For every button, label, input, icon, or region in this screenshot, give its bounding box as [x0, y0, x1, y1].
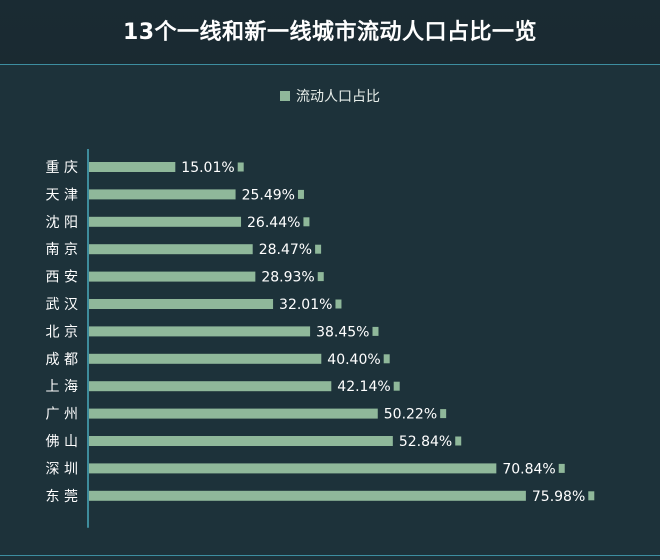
- category-label: 深 圳: [46, 461, 78, 477]
- data-label: 50.22%: [384, 407, 437, 423]
- label-marker: [588, 491, 595, 501]
- legend-label: 流动人口占比: [296, 89, 380, 105]
- category-label: 重 庆: [46, 160, 78, 176]
- bottom-divider: [0, 555, 660, 556]
- label-marker: [297, 189, 304, 199]
- bar[interactable]: [89, 381, 332, 392]
- data-label: 42.14%: [337, 379, 390, 395]
- category-label: 武 汉: [46, 297, 78, 313]
- label-marker: [393, 381, 400, 391]
- data-label: 75.98%: [532, 489, 585, 505]
- data-label: 52.84%: [399, 434, 452, 450]
- label-marker: [440, 409, 447, 419]
- chart-header: 13个一线和新一线城市流动人口占比一览: [0, 0, 660, 65]
- label-marker: [237, 162, 244, 172]
- category-label: 佛 山: [46, 434, 78, 450]
- category-label: 成 都: [46, 352, 78, 368]
- category-label: 北 京: [46, 324, 78, 340]
- category-label: 沈 阳: [46, 215, 78, 231]
- chart-title: 13个一线和新一线城市流动人口占比一览: [122, 20, 538, 45]
- category-label: 广 州: [46, 407, 78, 423]
- data-label: 40.40%: [327, 352, 380, 368]
- bar[interactable]: [89, 408, 378, 419]
- bar[interactable]: [89, 326, 311, 337]
- category-label: 上 海: [46, 379, 78, 395]
- legend-swatch: [280, 91, 290, 101]
- category-label: 天 津: [46, 187, 78, 203]
- label-marker: [383, 354, 390, 364]
- bar[interactable]: [89, 271, 256, 282]
- data-label: 38.45%: [316, 324, 369, 340]
- bar[interactable]: [89, 490, 526, 501]
- bar[interactable]: [89, 189, 236, 200]
- category-label: 西 安: [46, 270, 78, 286]
- label-marker: [315, 244, 322, 254]
- bar[interactable]: [89, 216, 242, 227]
- bar[interactable]: [89, 353, 322, 364]
- data-label: 28.47%: [259, 242, 312, 258]
- chart-legend[interactable]: 流动人口占比: [0, 86, 660, 106]
- bar[interactable]: [89, 436, 393, 446]
- data-label: 15.01%: [181, 160, 234, 176]
- label-marker: [303, 217, 310, 227]
- data-label: 25.49%: [242, 187, 295, 203]
- bar[interactable]: [89, 162, 176, 172]
- data-label: 70.84%: [502, 461, 555, 477]
- bar[interactable]: [89, 244, 253, 255]
- data-label: 32.01%: [279, 297, 332, 313]
- category-label: 东 莞: [46, 489, 78, 505]
- data-label: 28.93%: [261, 270, 314, 286]
- bar[interactable]: [89, 463, 497, 474]
- label-marker: [372, 326, 379, 336]
- label-marker: [558, 463, 565, 473]
- label-marker: [335, 299, 342, 309]
- label-marker: [455, 436, 462, 446]
- label-marker: [317, 272, 324, 282]
- data-label: 26.44%: [247, 215, 300, 231]
- bar[interactable]: [89, 299, 274, 309]
- category-label: 南 京: [46, 242, 78, 258]
